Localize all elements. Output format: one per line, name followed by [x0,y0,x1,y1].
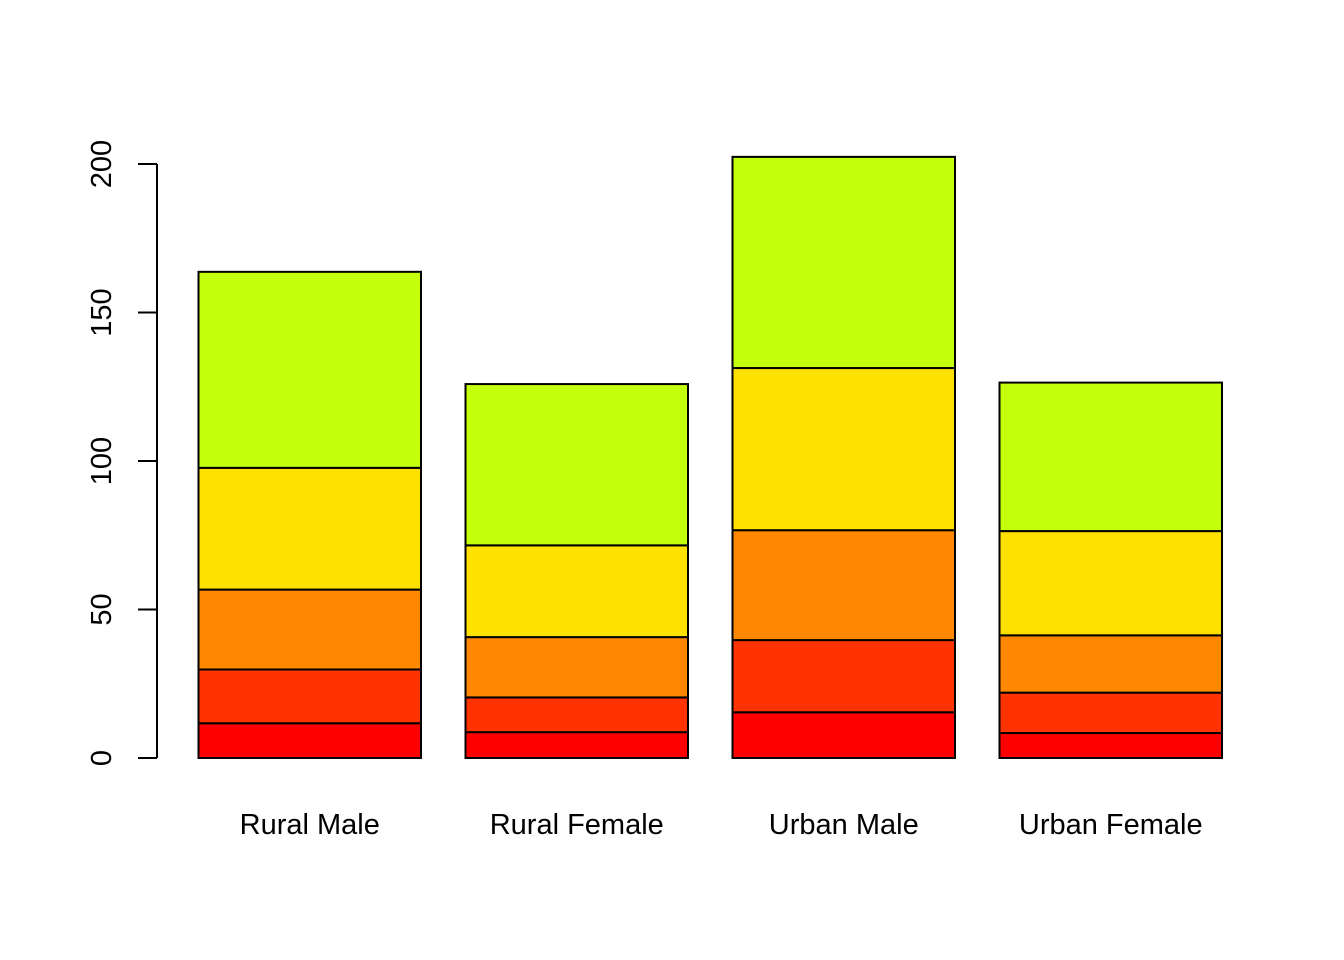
bar-segment-4-2 [998,691,1223,735]
category-label-3: Urban Male [769,809,919,841]
y-tick-label-3: 150 [86,288,118,336]
category-labels: Rural Male Rural Female Urban Male Urban Fe… [240,809,1203,841]
y-tick-label-1: 50 [86,593,118,625]
y-axis: 0 50 100 150 200 [86,140,158,766]
bar-segment-1-1 [197,722,422,759]
bar-segment-1-3 [197,588,422,671]
bar-segment-4-3 [998,634,1223,694]
bar-segment-1-5 [197,270,422,469]
bar-segment-1-4 [197,466,422,591]
y-tick-label-2: 100 [86,437,118,485]
category-label-1: Rural Male [240,809,380,841]
bar-segment-4-1 [998,732,1223,760]
bar-segment-2-5 [464,383,689,547]
bar-segment-3-3 [731,529,956,642]
y-tick-label-4: 200 [86,140,118,188]
bar-segment-1-2 [197,668,422,725]
bar-segment-2-4 [464,544,689,639]
bar-segment-3-1 [731,711,956,760]
bar-segment-3-5 [731,155,956,370]
bar-segment-2-2 [464,696,689,734]
bar-segment-2-1 [464,731,689,760]
bar-segment-4-4 [998,530,1223,637]
y-tick-label-0: 0 [86,750,118,766]
bar-segment-4-5 [998,381,1223,533]
bar-segment-3-2 [731,639,956,714]
category-label-2: Rural Female [490,809,664,841]
bar-segment-3-4 [731,367,956,532]
bar-segments [197,155,1223,760]
category-label-4: Urban Female [1019,809,1203,841]
bar-segment-2-3 [464,636,689,699]
